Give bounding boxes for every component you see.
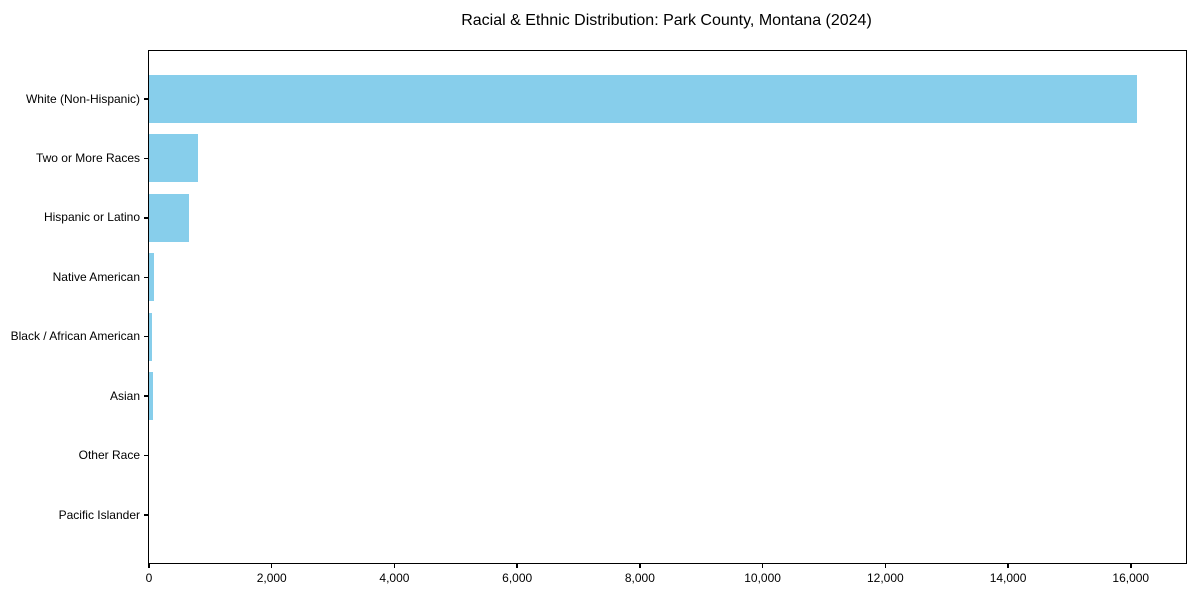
x-axis-tick-label-16000: 16,000 (1112, 571, 1150, 585)
y-axis-tick-two-or-more-races (144, 157, 149, 160)
x-axis-tick-10000 (761, 563, 764, 568)
y-axis-label-native-american: Native American (52, 269, 140, 284)
x-axis-tick-14000 (1007, 563, 1009, 568)
y-axis-label-white-non-hispanic: White (Non-Hispanic) (25, 91, 140, 106)
x-axis-tick-12000 (884, 563, 887, 568)
y-axis-label-two-or-more-races: Two or More Races (35, 150, 140, 165)
x-axis-tick-label-6000: 6,000 (502, 571, 533, 585)
y-axis-tick-asian (144, 395, 149, 397)
y-axis-label-hispanic-or-latino: Hispanic or Latino (43, 210, 140, 225)
x-axis-tick-label-0: 0 (145, 571, 153, 585)
x-axis-tick-4000 (393, 563, 396, 568)
x-axis-tick-0 (148, 563, 150, 568)
y-axis-label-other-race: Other Race (78, 448, 140, 463)
x-axis-tick-6000 (516, 563, 518, 568)
y-axis-tick-pacific-islander (144, 514, 149, 516)
y-axis-tick-hispanic-or-latino (144, 217, 149, 219)
x-axis-tick-2000 (270, 563, 273, 568)
x-axis-tick-label-10000: 10,000 (744, 571, 781, 585)
x-axis-tick-label-4000: 4,000 (379, 571, 410, 585)
y-axis-label-pacific-islander: Pacific Islander (58, 507, 140, 522)
x-axis-tick-label-8000: 8,000 (624, 571, 655, 585)
x-axis-tick-8000 (639, 563, 641, 568)
chart-plot-area: White (Non-Hispanic) Two or More Races His… (11, 50, 1187, 585)
chart-title: Racial & Ethnic Distribution: Park Count… (461, 12, 872, 29)
x-axis-tick-label-12000: 12,000 (866, 571, 904, 585)
y-axis-tick-white-non-hispanic (144, 98, 149, 100)
bar-black-african-american (149, 312, 153, 361)
bar-hispanic-or-latino (149, 193, 189, 242)
x-axis-tick-16000 (1130, 563, 1132, 568)
x-axis-tick-label-14000: 14,000 (989, 571, 1027, 585)
y-axis-tick-native-american (144, 276, 149, 279)
bar-native-american (149, 253, 155, 302)
y-axis-label-black-african-american: Black / African American (10, 329, 140, 344)
y-axis-tick-black-african-american (144, 335, 149, 338)
y-axis-label-asian: Asian (109, 388, 140, 403)
bar-asian (149, 372, 153, 421)
bar-white-non-hispanic (149, 75, 1137, 123)
bar-two-or-more-races (149, 134, 199, 183)
y-axis-tick-other-race (144, 454, 149, 457)
x-axis-tick-label-2000: 2,000 (256, 571, 287, 585)
